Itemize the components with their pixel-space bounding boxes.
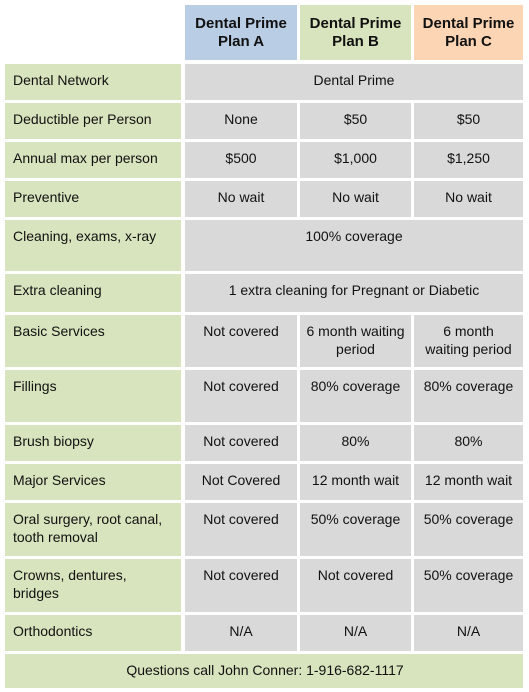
plan-value: 12 month wait — [414, 464, 523, 500]
row-label: Fillings — [5, 370, 181, 422]
plan-header: Dental Prime Plan A — [185, 5, 297, 60]
row-label: Cleaning, exams, x-ray — [5, 220, 181, 271]
plan-value: Not covered — [185, 370, 297, 422]
row-label: Extra cleaning — [5, 274, 181, 312]
plan-value: Not Covered — [185, 464, 297, 500]
row-label: Deductible per Person — [5, 103, 181, 139]
plan-value: 80% coverage — [300, 370, 411, 422]
plan-value: 50% coverage — [414, 559, 523, 612]
plan-value: $50 — [300, 103, 411, 139]
plan-value: $1,250 — [414, 142, 523, 178]
plan-value: No wait — [185, 181, 297, 217]
plan-value: No wait — [300, 181, 411, 217]
footer: Questions call John Conner: 1-916-682-11… — [5, 654, 523, 688]
plan-value: Not covered — [185, 503, 297, 556]
row-label: Basic Services — [5, 315, 181, 367]
row-label: Major Services — [5, 464, 181, 500]
plan-value: Not covered — [185, 425, 297, 461]
plan-value: Not covered — [185, 559, 297, 612]
plan-value: N/A — [185, 615, 297, 651]
row-label: Dental Network — [5, 64, 181, 100]
plan-value: 50% coverage — [300, 503, 411, 556]
plan-value: 80% coverage — [414, 370, 523, 422]
plan-value: 6 month waiting period — [414, 315, 523, 367]
merged-value: 1 extra cleaning for Pregnant or Diabeti… — [185, 274, 523, 312]
plan-value: $500 — [185, 142, 297, 178]
merged-value: 100% coverage — [185, 220, 523, 271]
row-label: Oral surgery, root canal, tooth removal — [5, 503, 181, 556]
row-label: Annual max per person — [5, 142, 181, 178]
plan-value: N/A — [300, 615, 411, 651]
plan-value: Not covered — [300, 559, 411, 612]
plan-value: N/A — [414, 615, 523, 651]
plan-header: Dental Prime Plan B — [300, 5, 411, 60]
plan-value: 80% — [300, 425, 411, 461]
plan-value: 80% — [414, 425, 523, 461]
plan-value: $50 — [414, 103, 523, 139]
plan-value: 6 month waiting period — [300, 315, 411, 367]
row-label: Brush biopsy — [5, 425, 181, 461]
plan-value: No wait — [414, 181, 523, 217]
plan-value: Not covered — [185, 315, 297, 367]
plan-header: Dental Prime Plan C — [414, 5, 523, 60]
row-label: Crowns, dentures, bridges — [5, 559, 181, 612]
row-label: Orthodontics — [5, 615, 181, 651]
plan-value: 12 month wait — [300, 464, 411, 500]
merged-value: Dental Prime — [185, 64, 523, 100]
plan-value: $1,000 — [300, 142, 411, 178]
plan-value: 50% coverage — [414, 503, 523, 556]
row-label: Preventive — [5, 181, 181, 217]
plan-value: None — [185, 103, 297, 139]
